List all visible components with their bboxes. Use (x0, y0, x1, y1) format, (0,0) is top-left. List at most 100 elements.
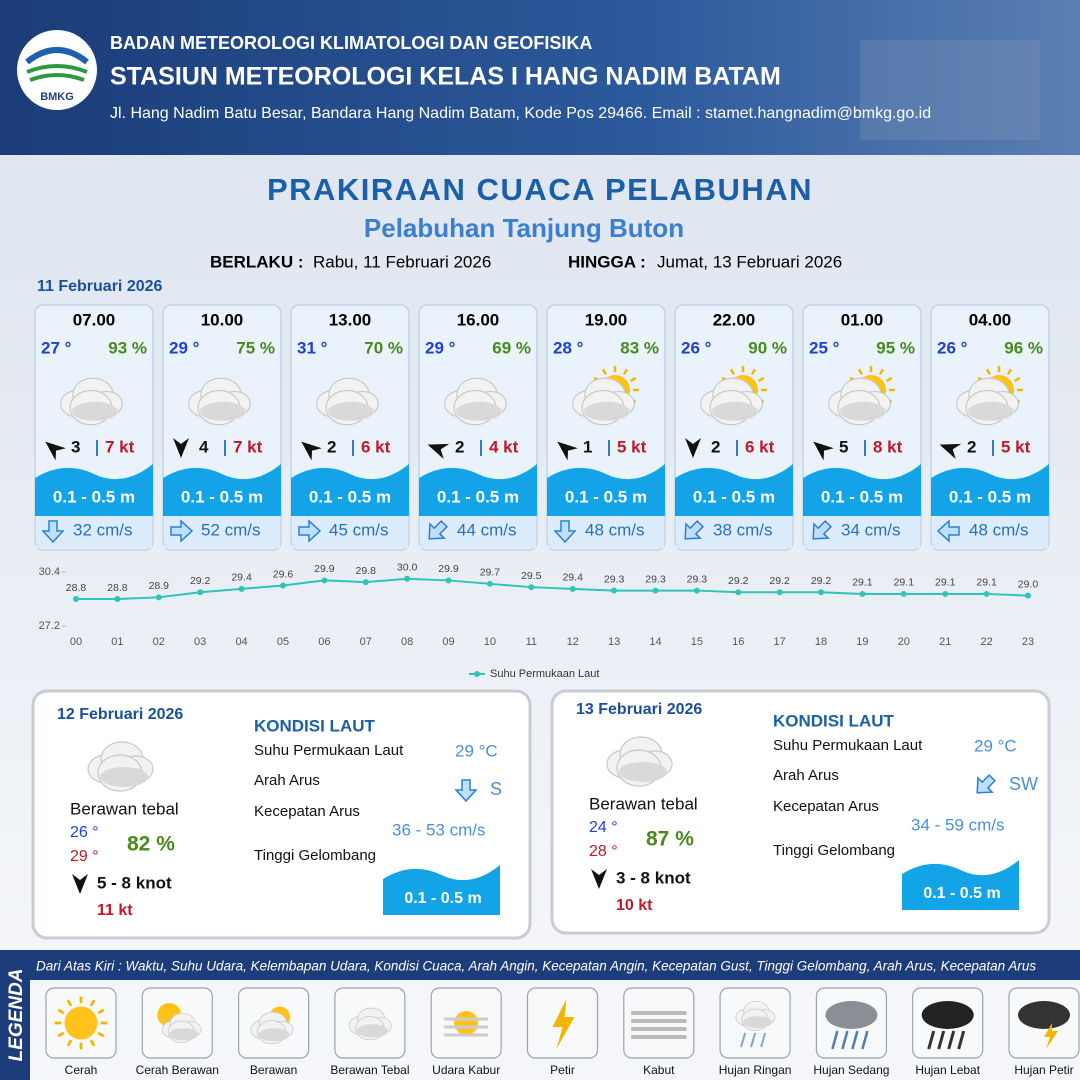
current-arrow (553, 520, 577, 544)
sst-value-label: 30.0 (397, 562, 418, 574)
legend-item-label: Hujan Petir (1014, 1063, 1073, 1077)
card-wave: 0.1 - 0.5 m (53, 487, 135, 506)
card-gust: 8 kt (873, 437, 903, 456)
sun-ray (857, 368, 864, 376)
wave-shape (419, 464, 537, 516)
cloud-shade (584, 401, 630, 421)
day-gust: 11 kt (97, 902, 133, 919)
legend-item: Cerah (45, 987, 117, 1077)
y-tick-label: 27.2 (39, 620, 60, 632)
card-wave: 0.1 - 0.5 m (565, 487, 647, 506)
dark-cloud (1018, 1001, 1070, 1029)
card-wave: 0.1 - 0.5 m (309, 487, 391, 506)
sst-point (155, 594, 162, 601)
sst-value-label: 29.8 (356, 565, 377, 577)
current-arrow (936, 519, 960, 543)
card-current: 45 cm/s (329, 520, 389, 539)
legend-label: Suhu Permukaan Laut (490, 668, 599, 680)
card-wind: 5 (839, 437, 848, 456)
sun-ray (757, 376, 765, 383)
cloud-shade (258, 1028, 290, 1042)
cloud-icon (188, 377, 251, 426)
card-current: 38 cm/s (713, 520, 773, 539)
cloud-icon (316, 377, 379, 426)
validity-from: Rabu, 11 Februari 2026 (313, 252, 491, 271)
bolt (552, 999, 575, 1049)
legend-item-label: Petir (550, 1063, 575, 1077)
legend-item-label: Hujan Ringan (719, 1063, 792, 1077)
y-tick-label: 30.4 (39, 566, 60, 578)
sun-ray (89, 1039, 96, 1047)
day-temp-max: 29 ° (70, 848, 99, 865)
card-wind: 1 (583, 437, 592, 456)
wind-arrow (591, 869, 607, 889)
validity-from-label: BERLAKU : (210, 252, 304, 271)
x-tick-label: 22 (980, 636, 992, 648)
current-speed-label: Kecepatan Arus (773, 798, 879, 815)
legend-bar (0, 950, 1080, 980)
card-humidity: 70 % (364, 338, 403, 357)
sst-label: Suhu Permukaan Laut (254, 742, 404, 759)
x-tick-label: 14 (649, 636, 661, 648)
address: Jl. Hang Nadim Batu Besar, Bandara Hang … (110, 105, 931, 122)
card-time: 22.00 (713, 310, 756, 329)
cloud-shade (100, 767, 148, 787)
logo-text: BMKG (40, 91, 74, 103)
sea-heading: KONDISI LAUT (254, 716, 376, 735)
x-tick-label: 00 (70, 636, 82, 648)
x-tick-label: 01 (111, 636, 123, 648)
sst-point (776, 589, 783, 596)
current-dir-label: Arah Arus (254, 772, 320, 789)
cloud-icon (348, 1007, 392, 1041)
wave-shape (163, 464, 281, 516)
wave-shape (383, 865, 500, 915)
sun-ray (885, 376, 893, 383)
card-temp: 31 ° (297, 338, 328, 357)
card-wind: 2 (711, 437, 720, 456)
card-humidity: 75 % (236, 338, 275, 357)
dark-cloud (921, 1001, 974, 1029)
cloud-icon (572, 377, 635, 426)
legend-item: Hujan Lebat (912, 987, 984, 1077)
sst-value-label: 29.7 (480, 567, 501, 579)
day-wave: 0.1 - 0.5 m (404, 890, 481, 907)
card-humidity: 83 % (620, 338, 659, 357)
current-arrow (684, 520, 704, 540)
rain (937, 1030, 946, 1050)
legend-item: Udara Kabur (430, 987, 502, 1077)
cloud-icon (87, 741, 154, 792)
wind-arrow (45, 441, 66, 461)
current-arrow (812, 520, 832, 540)
x-tick-label: 07 (360, 636, 372, 648)
card-current: 44 cm/s (457, 520, 517, 539)
x-tick-label: 09 (442, 636, 454, 648)
wind-arrow (557, 441, 578, 461)
x-tick-label: 03 (194, 636, 206, 648)
sst-value-label: 29.2 (811, 575, 832, 587)
x-tick-label: 10 (484, 636, 496, 648)
sun-ray (1013, 376, 1021, 383)
rain (831, 1030, 839, 1050)
cloud-shade (743, 1016, 772, 1029)
day-date: 12 Februari 2026 (57, 706, 183, 723)
card-temp: 25 ° (809, 338, 840, 357)
day-box: 12 Februari 2026 Berawan tebal 26 ° 29 ° 82 … (31, 689, 532, 940)
cloud-icon (700, 377, 763, 426)
cloud-icon (250, 1011, 294, 1045)
legend-item-label: Berawan Tebal (330, 1063, 409, 1077)
sst-value-label: 29.6 (273, 568, 294, 580)
card-humidity: 96 % (1004, 338, 1043, 357)
current-speed: 36 - 53 cm/s (392, 820, 486, 839)
x-tick-label: 19 (856, 636, 868, 648)
wind-arrow (301, 441, 322, 461)
rain (927, 1030, 936, 1050)
card-gust: 5 kt (1001, 437, 1031, 456)
validity-to: Jumat, 13 Februari 2026 (657, 252, 842, 271)
card-wave: 0.1 - 0.5 m (949, 487, 1031, 506)
